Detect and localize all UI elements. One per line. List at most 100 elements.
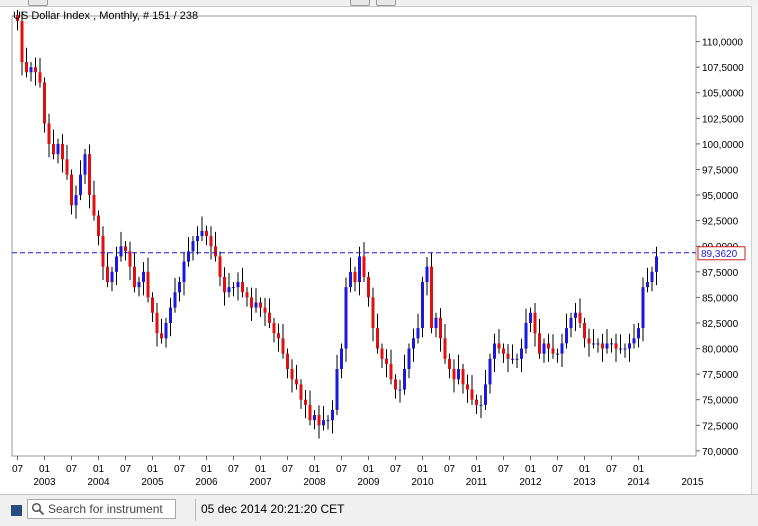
last-price-box <box>697 246 746 261</box>
y-tick-label: 102,5000 <box>702 114 744 125</box>
candle-body <box>596 343 600 345</box>
candle-body <box>380 348 384 359</box>
candle-body <box>331 409 334 421</box>
candle-body <box>277 333 280 339</box>
x-tick-label: 07 <box>282 464 294 475</box>
candle-body <box>353 271 357 283</box>
candle-body <box>628 343 631 349</box>
candle-body <box>227 287 231 293</box>
x-year-label: 2007 <box>249 477 272 488</box>
candle-body <box>38 72 42 83</box>
x-tick-label: 07 <box>390 464 402 475</box>
y-tick-label: 105,0000 <box>702 89 744 100</box>
candle-body <box>475 399 478 405</box>
candle-body <box>272 322 276 334</box>
x-tick-label: 07 <box>444 464 456 475</box>
candle-body <box>443 338 447 359</box>
search-input[interactable] <box>48 501 174 517</box>
status-divider <box>195 499 196 521</box>
candle-body <box>466 384 469 390</box>
candle-body <box>592 343 595 345</box>
candle-body <box>547 343 550 349</box>
candle-body <box>470 389 474 400</box>
y-tick-label: 92,5000 <box>702 217 739 228</box>
candle-body <box>56 143 60 155</box>
x-tick-label: 01 <box>633 464 645 475</box>
vertical-scrollbar[interactable] <box>751 6 758 494</box>
candle-body <box>389 363 393 380</box>
y-tick-label: 95,0000 <box>702 191 739 202</box>
x-tick-label: 01 <box>255 464 267 475</box>
candle-body <box>344 287 348 349</box>
x-tick-label: 01 <box>471 464 483 475</box>
y-tick-label: 107,5000 <box>702 63 744 74</box>
candle-body <box>65 159 69 175</box>
candle-body <box>362 256 366 277</box>
search-box[interactable] <box>27 499 176 519</box>
candle-body <box>115 256 118 272</box>
y-tick-label: 70,0000 <box>702 447 739 458</box>
candle-body <box>263 307 267 313</box>
candle-body <box>425 266 429 283</box>
status-bar: 05 dec 2014 20:21:20 CET <box>0 494 758 526</box>
x-tick-label: 01 <box>525 464 537 475</box>
candle-body <box>497 343 501 349</box>
candle-body <box>605 343 609 349</box>
x-tick-label: 07 <box>12 464 24 475</box>
candle-body <box>128 251 132 267</box>
candle-body <box>173 292 177 308</box>
candle-body <box>376 328 379 349</box>
x-year-label: 2008 <box>303 477 326 488</box>
candle-body <box>650 271 654 283</box>
candle-body <box>133 266 136 288</box>
candle-body <box>70 174 73 206</box>
x-tick-label: 07 <box>606 464 618 475</box>
candle-body <box>632 338 636 344</box>
candle-body <box>461 369 465 385</box>
x-year-label: 2004 <box>87 477 110 488</box>
candle-body <box>439 317 442 339</box>
candle-body <box>335 369 339 410</box>
y-tick-label: 110,0000 <box>702 38 743 49</box>
candle-body <box>268 312 271 323</box>
candlestick-chart[interactable]: 110,0000 107,5000 105,0000 102,5000 100,0000… <box>0 6 752 494</box>
candle-body <box>506 353 510 359</box>
candle-body <box>421 282 424 329</box>
x-tick-label: 01 <box>93 464 105 475</box>
candle-body <box>29 67 33 73</box>
x-tick-label: 01 <box>309 464 321 475</box>
candle-body <box>223 276 226 293</box>
x-tick-label: 07 <box>336 464 348 475</box>
status-timestamp: 05 dec 2014 20:21:20 CET <box>201 502 345 516</box>
toolbar-button[interactable] <box>376 0 396 6</box>
candle-body <box>290 369 294 380</box>
x-tick-label: 07 <box>174 464 186 475</box>
candle-body <box>88 154 91 196</box>
candle-body <box>407 348 411 370</box>
candle-body <box>340 348 343 370</box>
candle-body <box>286 353 289 370</box>
candle-body <box>452 369 456 380</box>
candle-body <box>281 338 285 354</box>
toolbar-button[interactable] <box>28 0 48 6</box>
candle-body <box>434 317 438 329</box>
candle-body <box>61 143 64 160</box>
candle-body <box>205 230 208 236</box>
candle-body <box>236 282 240 288</box>
search-icon <box>31 502 45 516</box>
candle-body <box>178 282 181 293</box>
candle-body <box>169 307 172 323</box>
chart-area[interactable]: 110,0000 107,5000 105,0000 102,5000 100,0000… <box>0 6 752 494</box>
candle-body <box>448 358 451 370</box>
candle-body <box>142 271 145 283</box>
candle-body <box>74 195 78 206</box>
candle-body <box>254 302 258 308</box>
candle-body <box>313 415 316 421</box>
candle-body <box>623 348 627 350</box>
toolbar-button[interactable] <box>350 0 370 6</box>
x-year-label: 2015 <box>681 477 704 488</box>
candle-body <box>385 358 388 364</box>
candle-body <box>16 14 19 22</box>
candle-body <box>92 195 96 216</box>
candle-body <box>619 348 622 350</box>
